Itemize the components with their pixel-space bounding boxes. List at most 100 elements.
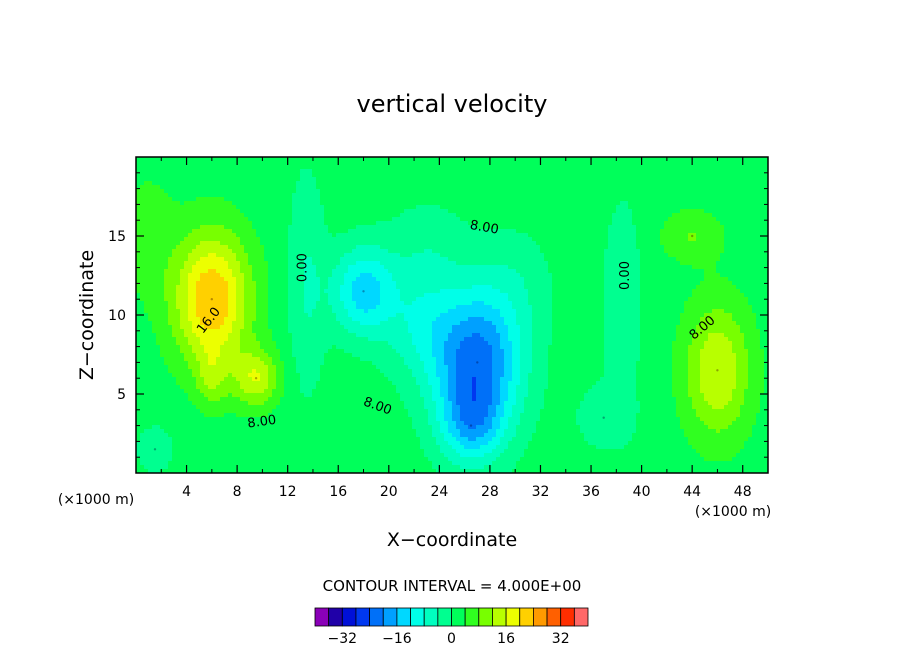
field-cell (224, 277, 229, 282)
field-cell (492, 221, 497, 226)
field-cell (676, 181, 681, 186)
field-cell (516, 253, 521, 258)
field-cell (440, 177, 445, 182)
field-cell (288, 273, 293, 278)
field-cell (636, 233, 641, 238)
field-cell (320, 249, 325, 254)
field-cell (420, 269, 425, 274)
field-cell (272, 189, 277, 194)
field-cell (260, 233, 265, 238)
field-cell (284, 245, 289, 250)
field-cell (512, 193, 517, 198)
field-cell (176, 233, 181, 238)
field-cell (456, 169, 461, 174)
field-cell (628, 217, 633, 222)
field-cell (572, 249, 577, 254)
field-cell (532, 185, 537, 190)
field-cell (656, 189, 661, 194)
field-cell (348, 265, 353, 270)
field-cell (580, 169, 585, 174)
field-cell (436, 265, 441, 270)
field-cell (736, 181, 741, 186)
field-cell (140, 181, 145, 186)
field-cell (268, 237, 273, 242)
field-cell (336, 253, 341, 258)
field-cell (136, 277, 141, 282)
field-cell (708, 213, 713, 218)
field-cell (228, 241, 233, 246)
field-cell (468, 265, 473, 270)
field-cell (512, 265, 517, 270)
field-cell (500, 205, 505, 210)
field-cell (544, 233, 549, 238)
field-cell (412, 229, 417, 234)
field-cell (536, 225, 541, 230)
field-cell (368, 213, 373, 218)
field-cell (144, 249, 149, 254)
field-cell (196, 269, 201, 274)
field-cell (688, 257, 693, 262)
field-cell (564, 213, 569, 218)
field-cell (156, 281, 161, 286)
field-cell (284, 161, 289, 166)
field-cell (220, 165, 225, 170)
field-cell (396, 245, 401, 250)
field-cell (188, 245, 193, 250)
field-cell (464, 277, 469, 282)
field-cell (740, 253, 745, 258)
field-cell (612, 261, 617, 266)
field-cell (560, 181, 565, 186)
field-cell (212, 253, 217, 258)
field-cell (432, 177, 437, 182)
field-cell (232, 161, 237, 166)
field-cell (728, 161, 733, 166)
field-cell (544, 221, 549, 226)
field-cell (612, 205, 617, 210)
field-cell (568, 257, 573, 262)
field-cell (380, 169, 385, 174)
field-cell (304, 173, 309, 178)
field-cell (592, 225, 597, 230)
field-cell (244, 177, 249, 182)
field-cell (452, 161, 457, 166)
field-cell (620, 221, 625, 226)
field-cell (416, 245, 421, 250)
field-cell (532, 237, 537, 242)
field-cell (528, 169, 533, 174)
field-cell (608, 177, 613, 182)
field-cell (700, 261, 705, 266)
field-cell (760, 169, 765, 174)
field-cell (652, 185, 657, 190)
field-cell (288, 213, 293, 218)
field-cell (248, 161, 253, 166)
field-cell (632, 249, 637, 254)
field-cell (252, 217, 257, 222)
field-cell (352, 253, 357, 258)
field-cell (736, 157, 741, 162)
field-cell (760, 241, 765, 246)
field-cell (228, 185, 233, 190)
field-cell (376, 193, 381, 198)
field-cell (412, 173, 417, 178)
field-cell (248, 261, 253, 266)
field-cell (732, 257, 737, 262)
field-cell (412, 233, 417, 238)
field-cell (608, 233, 613, 238)
field-cell (648, 253, 653, 258)
field-cell (164, 265, 169, 270)
field-cell (180, 261, 185, 266)
field-cell (204, 273, 209, 278)
field-cell (604, 193, 609, 198)
field-cell (440, 181, 445, 186)
field-cell (388, 225, 393, 230)
field-cell (392, 265, 397, 270)
field-cell (692, 265, 697, 270)
field-cell (312, 265, 317, 270)
field-cell (448, 249, 453, 254)
field-cell (320, 225, 325, 230)
field-cell (608, 197, 613, 202)
field-cell (536, 205, 541, 210)
field-cell (336, 209, 341, 214)
field-cell (228, 197, 233, 202)
field-cell (232, 249, 237, 254)
